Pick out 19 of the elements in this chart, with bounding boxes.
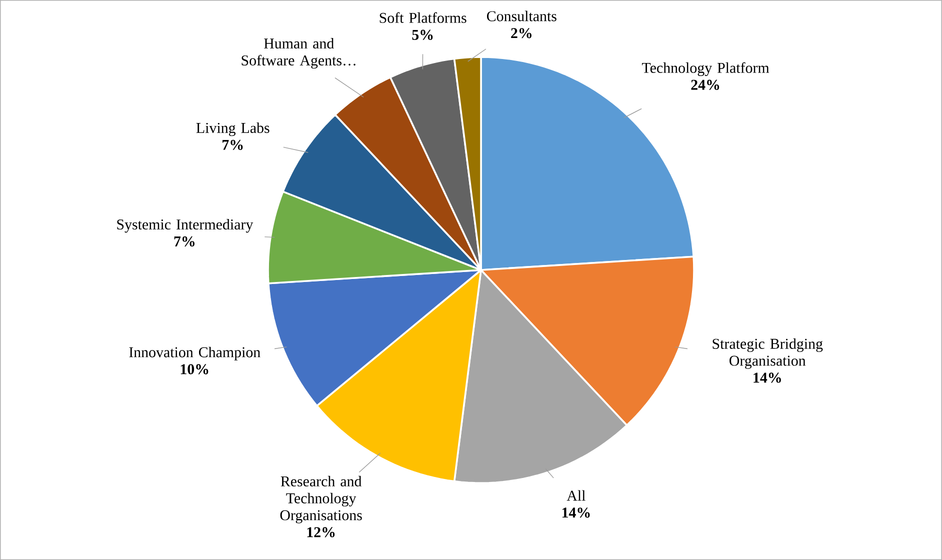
data-label: 5%: [412, 30, 433, 40]
data-label: 12%: [307, 527, 335, 538]
data-label: 14%: [754, 372, 781, 383]
data-label: 7%: [222, 140, 243, 150]
slice-label: Systemic Intermediary: [117, 219, 254, 233]
slice-label: Technology Platform: [642, 62, 770, 76]
slice-label: Consultants: [486, 10, 556, 22]
slice-label: All: [566, 490, 586, 501]
slice-label: Strategic Bridging Organisation: [712, 338, 823, 369]
slice-label: Human and Software Agents…: [242, 38, 356, 69]
slice-label: Living Labs: [196, 122, 270, 136]
data-label: 14%: [562, 508, 590, 518]
data-label: 24%: [691, 80, 720, 90]
data-label: 7%: [174, 236, 194, 247]
data-label: 2%: [511, 28, 532, 38]
slice-label: Research and Technology Organisations: [280, 476, 362, 524]
slice-label: Soft Platforms: [380, 12, 466, 23]
data-label: 10%: [180, 364, 208, 374]
slice-label: Innovation Champion: [129, 346, 260, 360]
